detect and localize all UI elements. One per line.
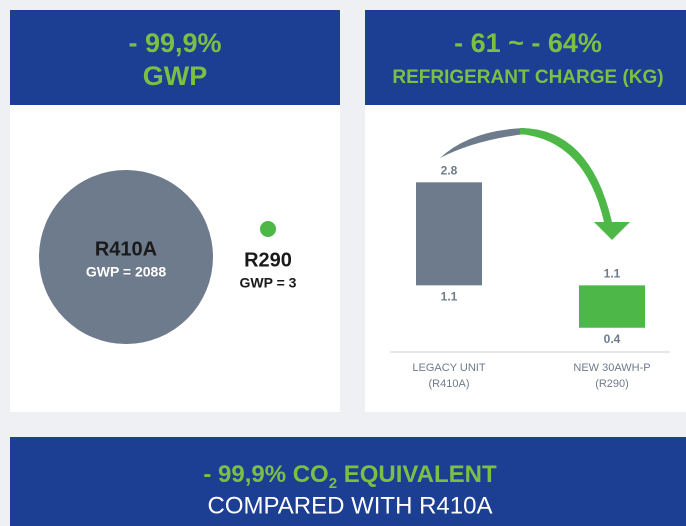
category-label: (R290)	[595, 378, 629, 390]
r410a-circle	[39, 170, 213, 344]
high-label: 1.1	[604, 267, 621, 281]
low-label: 1.1	[441, 290, 458, 304]
right-header	[365, 10, 686, 105]
footer-line1: - 99,9% CO2 EQUIVALENT	[203, 461, 497, 492]
footer-banner	[10, 437, 686, 526]
item-name: R290	[244, 249, 292, 271]
range-bar	[579, 285, 645, 328]
item-name: R410A	[95, 238, 157, 260]
item-gwp: GWP = 3	[240, 275, 297, 291]
left-header-label: GWP	[143, 61, 208, 91]
arrow-start	[440, 128, 525, 158]
category-label: NEW 30AWH-P	[573, 362, 650, 374]
left-header-value: - 99,9%	[128, 28, 221, 58]
item-gwp: GWP = 2088	[86, 264, 167, 280]
category-label: (R410A)	[429, 378, 470, 390]
arrow-end	[520, 128, 612, 222]
range-bar	[416, 182, 482, 286]
high-label: 2.8	[441, 163, 458, 177]
low-label: 0.4	[604, 332, 621, 346]
right-header-value: - 61 ~ - 64%	[454, 28, 602, 58]
right-header-label: REFRIGERANT CHARGE (KG)	[392, 67, 663, 88]
category-label: LEGACY UNIT	[412, 362, 485, 374]
left-header	[10, 10, 340, 105]
r290-dot	[260, 221, 276, 237]
footer-line2: COMPARED WITH R410A	[208, 492, 493, 519]
arrow-head	[594, 222, 630, 240]
